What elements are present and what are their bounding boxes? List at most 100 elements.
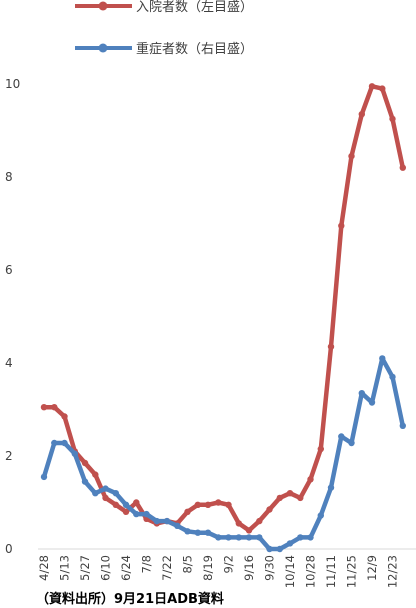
- data-point-series-0: [358, 111, 365, 118]
- data-point-series-1: [338, 433, 345, 440]
- y-tick-label: 8: [5, 170, 13, 184]
- data-point-series-0: [327, 343, 335, 350]
- x-tick-label: 12/23: [386, 555, 400, 588]
- data-point-series-0: [235, 520, 242, 527]
- x-axis: 4/28 5/13 5/27 6/10 6/24 7/8 7/22 8/5 8/19 9/2 9/1…: [37, 555, 400, 588]
- x-tick-label: 6/10: [99, 555, 113, 581]
- data-point-series-0: [399, 164, 406, 171]
- data-point-series-1: [348, 439, 355, 447]
- legend-item-series-0: 入院者数（左目盛）: [75, 0, 253, 15]
- data-point-series-1: [317, 512, 324, 519]
- y-tick-label: 6: [5, 263, 13, 277]
- x-tick-label: 12/9: [365, 555, 379, 581]
- data-point-series-0: [40, 404, 48, 411]
- data-point-series-0: [379, 85, 386, 92]
- data-point-series-1: [266, 545, 273, 553]
- data-point-series-0: [122, 508, 130, 515]
- data-point-series-1: [276, 545, 283, 553]
- data-point-series-1: [327, 484, 335, 491]
- data-point-series-1: [399, 422, 406, 429]
- data-point-series-1: [256, 534, 263, 541]
- data-point-series-1: [379, 355, 386, 362]
- x-tick-label: 7/22: [160, 555, 174, 581]
- x-tick-label: 7/8: [140, 555, 154, 574]
- data-point-series-0: [204, 501, 212, 508]
- data-point-series-0: [266, 506, 273, 513]
- y-tick-label: 0: [5, 542, 13, 556]
- data-point-series-1: [286, 540, 294, 547]
- x-tick-label: 9/30: [263, 555, 277, 581]
- data-point-series-0: [297, 494, 304, 502]
- data-point-series-0: [194, 501, 201, 508]
- data-point-series-1: [163, 517, 171, 525]
- data-point-series-1: [358, 390, 365, 397]
- data-point-series-1: [133, 510, 140, 518]
- data-point-series-1: [389, 373, 396, 381]
- data-point-series-1: [102, 485, 109, 492]
- x-tick-label: 8/5: [181, 555, 195, 574]
- data-point-series-1: [143, 510, 150, 518]
- data-point-series-0: [368, 83, 376, 90]
- x-tick-label: 9/16: [242, 555, 256, 581]
- y-axis: 0 2 4 6 8 10: [5, 77, 20, 556]
- data-point-series-0: [389, 115, 396, 123]
- data-point-series-0: [256, 517, 263, 525]
- x-tick-label: 6/24: [119, 555, 133, 581]
- y-tick-label: 4: [5, 356, 13, 370]
- data-point-series-1: [71, 450, 79, 457]
- data-point-series-1: [112, 490, 120, 497]
- data-point-series-0: [307, 476, 314, 483]
- y-tick-label: 2: [5, 449, 13, 463]
- data-point-series-1: [307, 534, 314, 541]
- data-point-series-1: [122, 501, 130, 508]
- legend-label-series-0: 入院者数（左目盛）: [136, 0, 253, 15]
- data-point-series-1: [61, 439, 68, 447]
- data-point-series-0: [338, 222, 345, 229]
- data-point-series-1: [81, 478, 89, 485]
- data-point-series-1: [297, 534, 304, 541]
- data-point-series-1: [184, 528, 191, 535]
- legend-label-series-1: 重症者数（右目盛）: [136, 41, 253, 57]
- x-tick-label: 11/25: [345, 555, 359, 588]
- data-point-series-0: [51, 404, 58, 411]
- data-point-series-0: [348, 152, 355, 160]
- x-tick-label: 5/27: [78, 555, 92, 581]
- data-point-series-0: [92, 471, 99, 478]
- x-tick-label: 10/28: [304, 555, 318, 588]
- data-point-series-1: [194, 529, 201, 536]
- data-point-series-1: [40, 473, 48, 481]
- data-point-series-0: [317, 445, 324, 453]
- data-point-series-0: [184, 508, 191, 515]
- data-point-series-0: [133, 499, 140, 506]
- x-tick-label: 11/11: [324, 555, 338, 588]
- data-point-series-1: [51, 439, 58, 447]
- data-point-series-0: [102, 494, 109, 502]
- data-point-series-0: [215, 499, 222, 506]
- data-point-series-0: [276, 494, 283, 502]
- data-point-series-0: [81, 459, 89, 467]
- source-note: （資料出所）9月21日ADB資料: [36, 592, 224, 607]
- data-point-series-0: [225, 501, 232, 508]
- series-line-1: [41, 356, 406, 552]
- data-point-series-0: [112, 501, 120, 508]
- data-point-series-0: [61, 413, 68, 420]
- legend-item-series-1: 重症者数（右目盛）: [75, 41, 253, 57]
- x-tick-label: 9/2: [222, 555, 236, 574]
- data-point-series-1: [245, 534, 253, 541]
- data-point-series-1: [235, 534, 242, 541]
- data-point-series-1: [174, 522, 181, 529]
- x-tick-label: 10/14: [283, 555, 297, 588]
- data-point-series-0: [245, 527, 253, 534]
- y-tick-label: 10: [5, 77, 20, 91]
- data-point-series-1: [368, 399, 376, 406]
- data-point-series-1: [204, 529, 212, 536]
- data-point-series-0: [286, 490, 294, 497]
- data-point-series-1: [225, 534, 232, 541]
- data-point-series-1: [92, 490, 99, 497]
- data-point-series-1: [153, 517, 160, 525]
- x-tick-label: 4/28: [37, 555, 51, 581]
- x-tick-label: 5/13: [58, 555, 72, 581]
- x-tick-label: 8/19: [201, 555, 215, 581]
- plot-area: [40, 83, 406, 553]
